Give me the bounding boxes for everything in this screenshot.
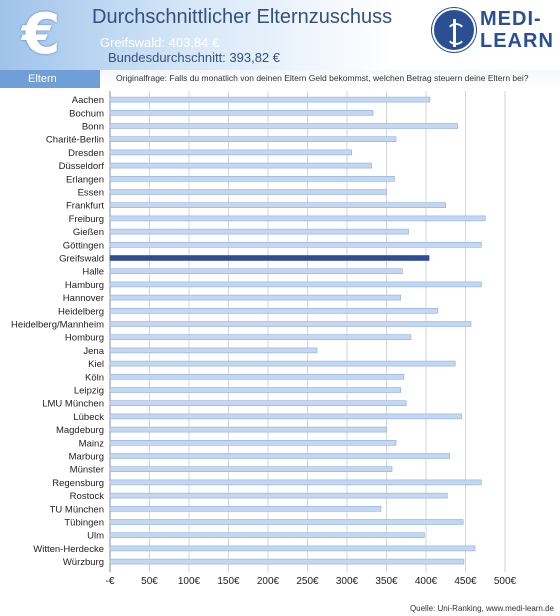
bar: [109, 545, 476, 552]
bar: [109, 136, 397, 143]
header-banner: € Durchschnittlicher Elternzuschuss Grei…: [0, 0, 560, 70]
category-label: Göttingen: [63, 240, 104, 251]
category-label: Jena: [83, 346, 104, 357]
bar: [109, 347, 318, 354]
category-label: Heidelberg: [58, 306, 104, 317]
category-label: Homburg: [65, 333, 104, 344]
x-tick-label: 450€: [454, 576, 477, 587]
category-label: Witten-Herdecke: [33, 544, 104, 555]
bar: [109, 532, 425, 539]
logo-text-line2: LEARN: [480, 30, 554, 52]
category-label: Regensburg: [52, 478, 104, 489]
category-label: Ulm: [87, 531, 104, 542]
category-label: Essen: [78, 188, 104, 199]
bar: [109, 149, 353, 156]
category-label: Köln: [85, 372, 104, 383]
bar: [109, 453, 451, 459]
x-tick-label: 250€: [296, 576, 319, 587]
bar: [109, 426, 387, 433]
caduceus-icon: [432, 8, 476, 52]
category-label: Würzburg: [63, 557, 104, 568]
page-title: Durchschnittlicher Elternzuschuss: [92, 6, 393, 28]
original-question: Originalfrage: Falls du monatlich von de…: [116, 73, 529, 83]
category-label: Leipzig: [74, 386, 104, 397]
bar: [109, 228, 409, 235]
euro-icon: €: [21, 2, 61, 67]
category-label: Düsseldorf: [59, 161, 105, 172]
category-label: Marburg: [69, 452, 104, 463]
category-label: Hamburg: [65, 280, 104, 291]
x-tick-label: 350€: [375, 576, 398, 587]
x-tick-label: 100€: [178, 576, 201, 587]
category-label: LMU München: [42, 399, 104, 410]
bar: [109, 321, 472, 327]
category-label: Dresden: [68, 148, 104, 159]
category-label: Kiel: [88, 359, 104, 370]
category-label: Rostock: [70, 491, 105, 502]
bar: [109, 400, 407, 407]
bar: [109, 505, 382, 512]
category-label: Bochum: [69, 108, 104, 119]
category-label: Gießen: [73, 227, 104, 238]
section-label: Eltern: [0, 70, 100, 88]
bar: [109, 308, 439, 314]
category-label: Hannover: [63, 293, 104, 304]
bar: [109, 439, 397, 446]
bar: [109, 189, 387, 195]
bar: [109, 387, 402, 393]
bar: [109, 123, 458, 129]
category-label: Aachen: [72, 95, 104, 106]
x-tick-label: 200€: [257, 576, 280, 587]
bar: [109, 202, 447, 208]
category-label: Charité-Berlin: [46, 135, 104, 146]
x-tick-label: 400€: [415, 576, 438, 587]
bar: [109, 479, 482, 486]
bar: [109, 176, 395, 182]
highlight-value: Greifswald: 403,84 €: [100, 35, 220, 50]
bar: [109, 242, 482, 248]
bar: [109, 466, 393, 473]
bar: [109, 558, 465, 565]
bar: [109, 162, 372, 169]
x-tick-label: 500€: [494, 576, 517, 587]
bar-highlight: [109, 255, 430, 261]
bar: [109, 373, 405, 380]
category-label: Freiburg: [69, 214, 104, 225]
bar: [109, 109, 374, 116]
x-tick-label: -€: [106, 576, 115, 587]
category-label: Tübingen: [64, 518, 104, 529]
x-tick-label: 150€: [217, 576, 240, 587]
bar: [109, 413, 462, 420]
category-label: Greifswald: [59, 254, 104, 265]
x-tick-label: 50€: [141, 576, 158, 587]
category-label: TU München: [50, 504, 104, 515]
category-label: Erlangen: [66, 174, 104, 185]
bar: [109, 268, 403, 274]
category-label: Bonn: [82, 122, 104, 133]
source-note: Quelle: Uni-Ranking, www.medi-learn.de: [409, 604, 554, 613]
x-tick-label: 300€: [336, 576, 359, 587]
question-bar: [0, 70, 560, 88]
bar: [109, 334, 412, 340]
logo-text-line1: MEDI-: [480, 8, 542, 30]
bar: [109, 215, 486, 222]
category-label: Frankfurt: [66, 201, 104, 212]
category-label: Mainz: [79, 438, 105, 449]
bar-chart: -€ 50€ 100€ 150€ 200€ 250€ 300€ 350€ 400€ 450€ 500…: [11, 91, 517, 587]
bar: [109, 519, 464, 525]
average-value: Bundesdurchschnitt: 393,82 €: [108, 50, 281, 65]
medi-learn-logo: MEDI- LEARN: [432, 6, 560, 58]
bar: [109, 96, 431, 103]
category-label: Münster: [70, 465, 104, 476]
category-label: Magdeburg: [56, 425, 104, 436]
category-label: Lübeck: [73, 412, 104, 423]
bar: [109, 492, 448, 499]
bar: [109, 360, 456, 367]
category-label: Halle: [82, 267, 104, 278]
bar: [109, 281, 482, 288]
bar: [109, 294, 402, 301]
category-label: Heidelberg/Mannheim: [11, 320, 104, 331]
